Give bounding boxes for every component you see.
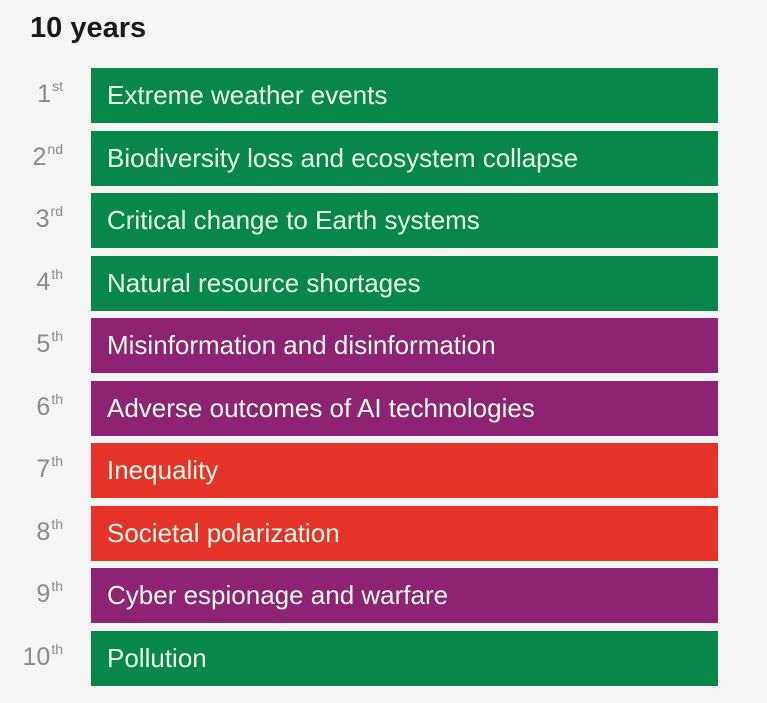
rank-suffix: th xyxy=(51,578,63,594)
risk-row: 4th Natural resource shortages xyxy=(0,255,767,311)
risk-label: Adverse outcomes of AI technologies xyxy=(107,392,535,423)
rank-label: 8th xyxy=(36,515,63,547)
rank-number: 3 xyxy=(35,205,50,233)
rank-suffix: th xyxy=(51,265,63,282)
rank-suffix: th xyxy=(51,640,63,657)
risk-label: Pollution xyxy=(107,642,207,673)
rank-suffix: th xyxy=(51,328,63,344)
rank-suffix: th xyxy=(51,453,63,469)
risk-row: 7th Inequality xyxy=(0,443,767,498)
risk-bar-environmental: Pollution xyxy=(91,630,718,686)
rank-label: 2nd xyxy=(32,140,63,172)
risk-row: 5th Misinformation and disinformation xyxy=(0,318,767,373)
risk-bar-technological: Cyber espionage and warfare xyxy=(91,568,718,623)
rank-label: 6th xyxy=(36,390,63,422)
rank-label: 7th xyxy=(36,453,63,484)
risk-bar-technological: Adverse outcomes of AI technologies xyxy=(91,380,718,436)
rank-label: 5th xyxy=(36,328,63,359)
risk-label: Critical change to Earth systems xyxy=(107,205,480,235)
risk-row: 3rd Critical change to Earth systems xyxy=(0,193,767,248)
rank-number: 1 xyxy=(37,80,52,108)
risk-row: 9th Cyber espionage and warfare xyxy=(0,568,767,623)
risk-label: Natural resource shortages xyxy=(107,267,421,298)
rank-number: 5 xyxy=(36,330,51,358)
rank-suffix: nd xyxy=(47,140,63,157)
rank-number: 6 xyxy=(36,392,51,421)
rank-label: 1st xyxy=(37,78,63,109)
risk-row: 2nd Biodiversity loss and ecosystem colla… xyxy=(0,130,767,186)
risk-bar-societal: Inequality xyxy=(91,443,718,498)
rank-number: 8 xyxy=(36,517,51,546)
risk-bar-environmental: Biodiversity loss and ecosystem collapse xyxy=(91,130,718,186)
rank-number: 9 xyxy=(36,580,51,608)
risk-label: Misinformation and disinformation xyxy=(107,330,496,360)
rank-suffix: th xyxy=(51,515,63,532)
rank-number: 4 xyxy=(36,267,51,296)
rank-label: 9th xyxy=(36,578,63,609)
risk-label: Biodiversity loss and ecosystem collapse xyxy=(107,142,579,173)
risk-label: Extreme weather events xyxy=(107,80,388,110)
risk-label: Societal polarization xyxy=(107,517,340,548)
risk-label: Inequality xyxy=(107,455,219,485)
rank-label: 4th xyxy=(36,265,63,297)
risk-bar-environmental: Natural resource shortages xyxy=(91,255,718,311)
rank-suffix: rd xyxy=(50,203,63,219)
risk-row: 1st Extreme weather events xyxy=(0,68,767,123)
risk-bar-environmental: Extreme weather events xyxy=(91,68,718,123)
risk-row: 6th Adverse outcomes of AI technologies xyxy=(0,380,767,436)
rank-label: 3rd xyxy=(35,203,63,234)
rank-suffix: st xyxy=(52,78,63,94)
risk-label: Cyber espionage and warfare xyxy=(107,580,449,610)
risk-row: 8th Societal polarization xyxy=(0,505,767,561)
risk-bar-technological: Misinformation and disinformation xyxy=(91,318,718,373)
risk-bar-societal: Societal polarization xyxy=(91,505,718,561)
page-title: 10 years xyxy=(30,12,147,44)
rank-number: 7 xyxy=(36,455,51,483)
rank-number: 10 xyxy=(22,642,51,671)
risk-bar-environmental: Critical change to Earth systems xyxy=(91,193,718,248)
risk-row: 10th Pollution xyxy=(0,630,767,686)
rank-label: 10th xyxy=(22,640,64,672)
rank-number: 2 xyxy=(32,142,47,171)
rank-suffix: th xyxy=(51,390,63,407)
